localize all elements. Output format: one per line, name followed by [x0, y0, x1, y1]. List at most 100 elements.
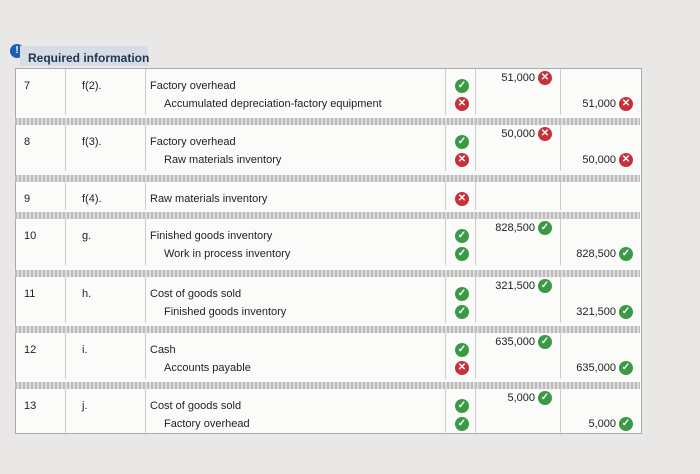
- entry-number: 10: [24, 230, 37, 242]
- credit-amount: 321,500: [576, 306, 616, 318]
- column-line: [145, 125, 146, 171]
- debit-amount: 828,500: [495, 222, 535, 234]
- column-line: [560, 125, 561, 171]
- entry-ref: j.: [82, 400, 88, 412]
- check-icon: ✓: [455, 229, 469, 243]
- entry-number: 9: [24, 193, 31, 205]
- account-name: Work in process inventory: [164, 248, 291, 260]
- debit-amount: 5,000: [507, 392, 535, 404]
- debit-amount: 51,000: [501, 72, 535, 84]
- column-line: [445, 182, 446, 210]
- debit-amount: 50,000: [501, 128, 535, 140]
- error-icon: ✕: [538, 127, 552, 141]
- column-line: [65, 69, 66, 115]
- entry-ref: f(2).: [82, 80, 102, 92]
- account-name: Finished goods inventory: [164, 306, 287, 318]
- row-separator: [15, 326, 640, 333]
- column-line: [560, 333, 561, 379]
- account-name: Cost of goods sold: [150, 400, 242, 412]
- column-line: [475, 182, 476, 210]
- column-line: [65, 125, 66, 171]
- entry-ref: f(4).: [82, 193, 102, 205]
- credit-amount: 635,000: [576, 362, 616, 374]
- account-name: Raw materials inventory: [150, 193, 268, 205]
- account-name: Cost of goods sold: [150, 288, 242, 300]
- check-icon: ✓: [538, 335, 552, 349]
- column-line: [445, 333, 446, 379]
- row-separator: [15, 382, 640, 389]
- credit-amount: 828,500: [576, 248, 616, 260]
- debit-amount: 321,500: [495, 280, 535, 292]
- column-line: [560, 277, 561, 323]
- column-line: [560, 389, 561, 435]
- error-icon: ✕: [455, 361, 469, 375]
- check-icon: ✓: [455, 79, 469, 93]
- row-separator: [15, 118, 640, 125]
- check-icon: ✓: [455, 247, 469, 261]
- entry-ref: f(3).: [82, 136, 102, 148]
- check-icon: ✓: [455, 287, 469, 301]
- account-name: Accounts payable: [164, 362, 251, 374]
- row-separator: [15, 212, 640, 219]
- check-icon: ✓: [455, 343, 469, 357]
- row-separator: [15, 270, 640, 277]
- check-icon: ✓: [619, 417, 633, 431]
- column-line: [475, 125, 476, 171]
- entry-number: 11: [24, 288, 36, 300]
- column-line: [65, 389, 66, 435]
- column-line: [475, 69, 476, 115]
- entry-number: 12: [24, 344, 37, 356]
- error-icon: ✕: [455, 192, 469, 206]
- column-line: [475, 219, 476, 265]
- check-icon: ✓: [538, 391, 552, 405]
- column-line: [145, 389, 146, 435]
- account-name: Cash: [150, 344, 176, 356]
- column-line: [65, 219, 66, 265]
- entry-ref: i.: [82, 344, 88, 356]
- header-title: Required information: [28, 51, 150, 65]
- check-icon: ✓: [455, 305, 469, 319]
- check-icon: ✓: [538, 279, 552, 293]
- credit-amount: 5,000: [588, 418, 616, 430]
- journal-table: [15, 68, 642, 434]
- column-line: [145, 182, 146, 210]
- account-name: Factory overhead: [150, 136, 236, 148]
- account-name: Raw materials inventory: [164, 154, 282, 166]
- column-line: [445, 389, 446, 435]
- check-icon: ✓: [619, 361, 633, 375]
- column-line: [445, 277, 446, 323]
- entry-number: 8: [24, 136, 31, 148]
- header-bar: [20, 46, 148, 66]
- column-line: [560, 182, 561, 210]
- column-line: [145, 219, 146, 265]
- entry-ref: h.: [82, 288, 92, 300]
- error-icon: ✕: [619, 97, 633, 111]
- column-line: [145, 69, 146, 115]
- column-line: [145, 333, 146, 379]
- check-icon: ✓: [455, 417, 469, 431]
- column-line: [65, 277, 66, 323]
- column-line: [475, 277, 476, 323]
- check-icon: ✓: [455, 135, 469, 149]
- debit-amount: 635,000: [495, 336, 535, 348]
- column-line: [65, 333, 66, 379]
- error-icon: ✕: [619, 153, 633, 167]
- column-line: [475, 389, 476, 435]
- row-separator: [15, 175, 640, 182]
- column-line: [445, 219, 446, 265]
- column-line: [475, 333, 476, 379]
- entry-number: 7: [24, 80, 31, 92]
- account-name: Finished goods inventory: [150, 230, 273, 242]
- account-name: Factory overhead: [164, 418, 250, 430]
- column-line: [65, 182, 66, 210]
- check-icon: ✓: [538, 221, 552, 235]
- check-icon: ✓: [455, 399, 469, 413]
- error-icon: ✕: [538, 71, 552, 85]
- column-line: [145, 277, 146, 323]
- column-line: [445, 69, 446, 115]
- column-line: [560, 69, 561, 115]
- error-icon: ✕: [455, 97, 469, 111]
- credit-amount: 51,000: [582, 98, 616, 110]
- check-icon: ✓: [619, 305, 633, 319]
